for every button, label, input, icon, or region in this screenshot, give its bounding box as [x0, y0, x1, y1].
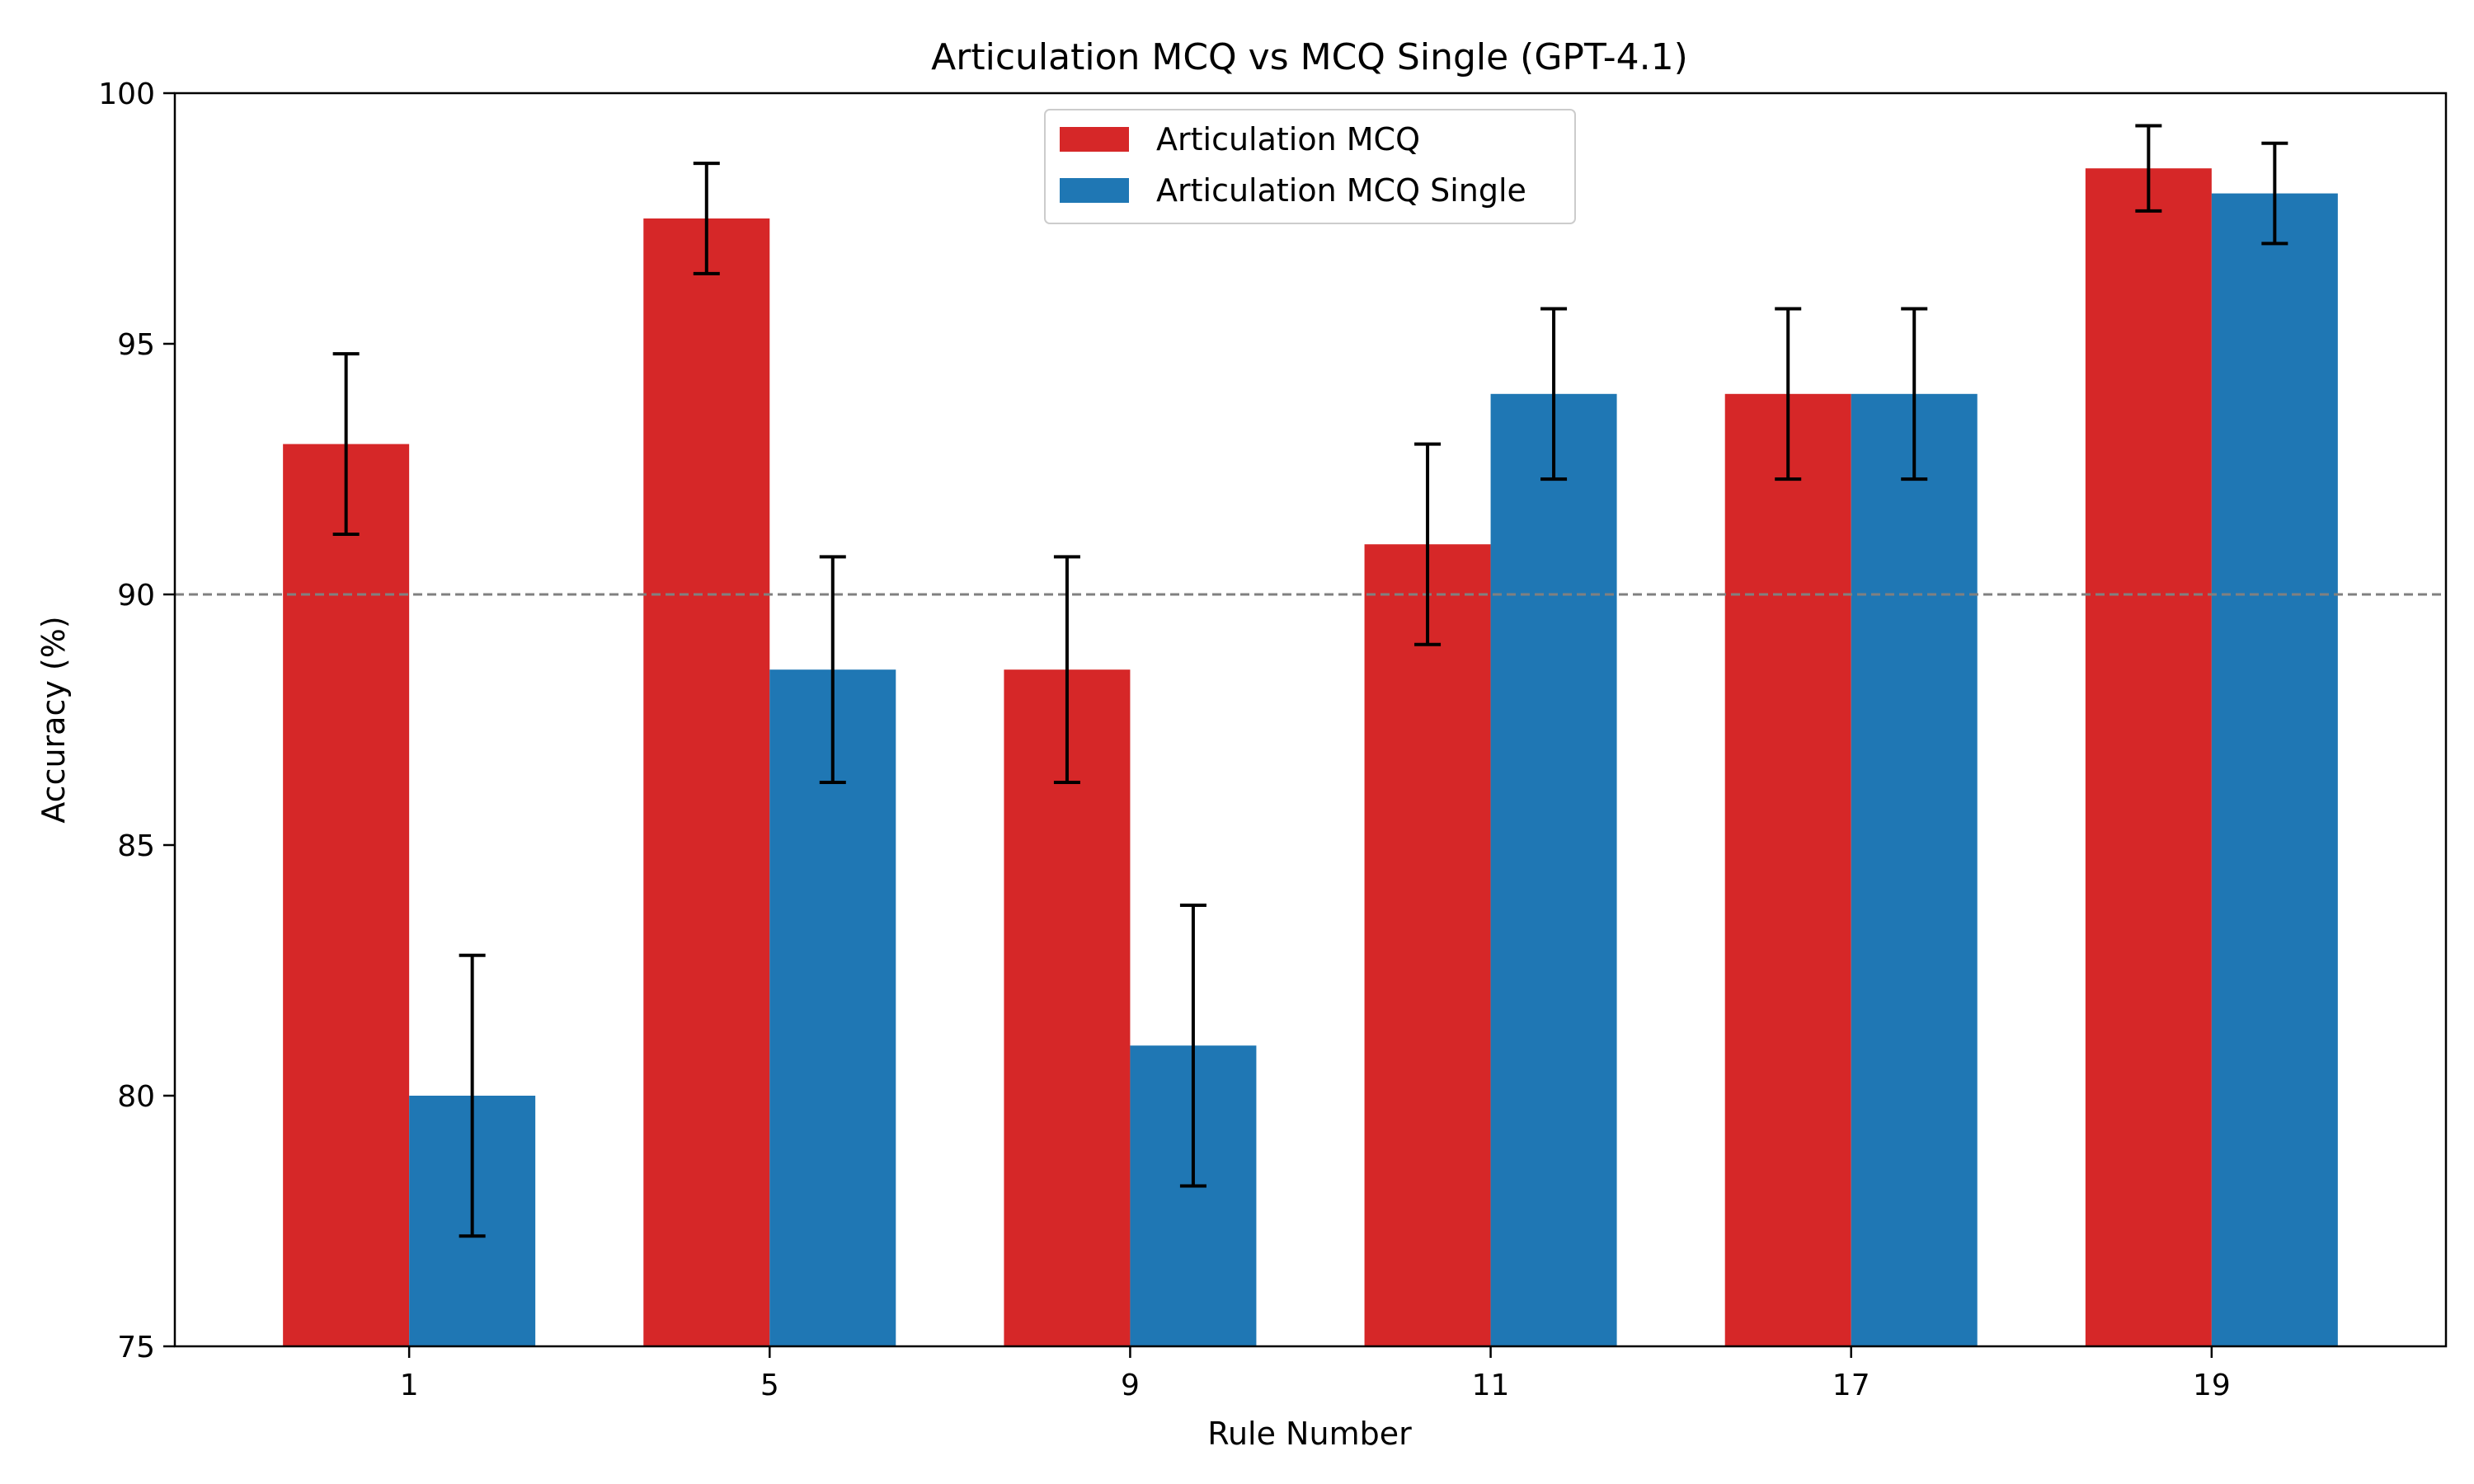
error-bar-series-1-rule-9 [1179, 903, 1206, 1188]
x-tick-label-9: 9 [1121, 1369, 1140, 1402]
y-tick-label-95: 95 [117, 328, 155, 362]
error-bar-series-1-rule-11 [1540, 307, 1568, 481]
y-tick-label-85: 85 [117, 829, 155, 863]
y-axis-label: Accuracy (%) [35, 616, 72, 823]
bar-series-0-rule-17 [1724, 393, 1851, 1346]
x-tick-label-5: 5 [760, 1369, 779, 1402]
y-tick-label-90: 90 [117, 579, 155, 613]
legend-label-articulation-mcq: Articulation MCQ [1156, 121, 1420, 157]
error-bar-series-0-rule-11 [1414, 442, 1442, 646]
error-bar-series-0-rule-19 [2135, 124, 2162, 213]
legend: Articulation MCQ Articulation MCQ Single [1044, 109, 1576, 224]
bar-series-1-rule-17 [1851, 393, 1978, 1346]
x-axis: 1 5 9 11 17 19 [400, 1346, 2231, 1402]
x-tick-label-11: 11 [1472, 1369, 1510, 1402]
error-bar-series-0-rule-1 [332, 352, 360, 537]
bar-series-1-rule-11 [1490, 393, 1617, 1346]
y-tick-label-80: 80 [117, 1080, 155, 1114]
legend-box [1044, 109, 1576, 224]
bar-series-0-rule-1 [283, 444, 410, 1346]
error-bar-series-0-rule-17 [1775, 307, 1802, 481]
plot-frame [173, 92, 2448, 1348]
x-tick-label-1: 1 [400, 1369, 419, 1402]
bar-series-0-rule-5 [643, 218, 770, 1346]
error-bar-series-1-rule-5 [819, 555, 846, 784]
error-bar-series-0-rule-9 [1053, 555, 1080, 784]
bar-series-1-rule-19 [2211, 193, 2338, 1347]
x-tick-label-17: 17 [1832, 1369, 1870, 1402]
x-tick-label-19: 19 [2193, 1369, 2231, 1402]
x-axis-label: Rule Number [1207, 1416, 1412, 1452]
error-bars-layer [332, 124, 2288, 1238]
legend-label-articulation-mcq-single: Articulation MCQ Single [1156, 172, 1526, 209]
bar-series-0-rule-19 [2085, 168, 2212, 1347]
y-axis: 75 80 85 90 95 100 [98, 77, 175, 1364]
error-bar-series-1-rule-17 [1901, 307, 1928, 481]
legend-swatch-articulation-mcq-single [1060, 178, 1129, 203]
y-tick-label-100: 100 [98, 77, 155, 111]
error-bar-series-1-rule-19 [2261, 141, 2288, 246]
y-tick-label-75: 75 [117, 1331, 155, 1364]
bar-series-0-rule-11 [1364, 544, 1491, 1346]
legend-swatch-articulation-mcq [1060, 127, 1129, 152]
error-bar-series-0-rule-5 [693, 162, 720, 275]
error-bar-series-1-rule-1 [459, 953, 486, 1238]
chart-title: Articulation MCQ vs MCQ Single (GPT-4.1) [931, 36, 1688, 78]
